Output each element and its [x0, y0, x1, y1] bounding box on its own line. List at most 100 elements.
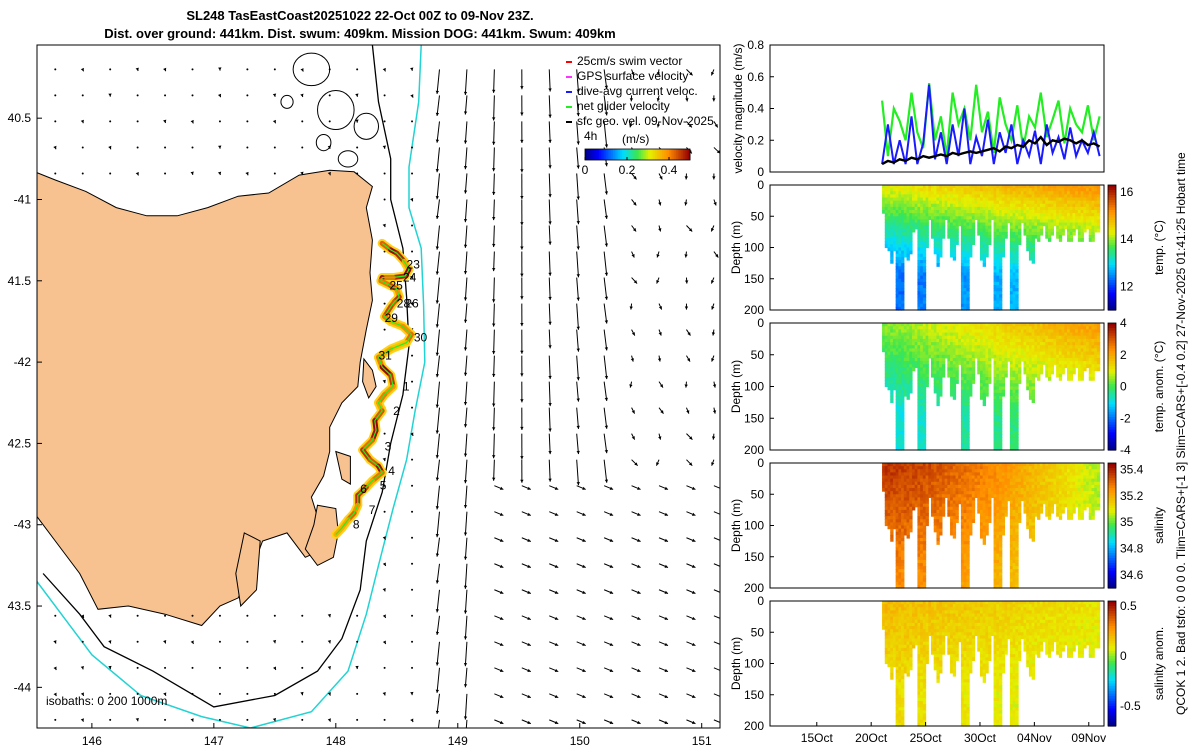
vector-dot	[356, 614, 359, 617]
vector-head	[658, 306, 662, 310]
vector-head	[327, 718, 331, 722]
heatmap-cell	[925, 383, 929, 388]
vector-head	[300, 93, 304, 98]
heatmap-cell	[1061, 370, 1065, 375]
vector-dot	[411, 562, 414, 565]
vector-head	[527, 564, 531, 568]
vector-head	[685, 98, 689, 102]
vector-dot	[81, 172, 84, 175]
vector-head	[499, 642, 504, 646]
heatmap-ytick-label: 200	[744, 303, 764, 317]
heatmap-cell	[1001, 392, 1006, 397]
vector-dot	[411, 666, 414, 669]
vector-head	[691, 564, 696, 568]
vector-head	[272, 93, 277, 97]
vector-dot	[356, 68, 359, 71]
vector-head	[582, 590, 586, 594]
vector-dot	[273, 692, 276, 695]
vector-head	[604, 320, 609, 324]
vector-dot	[164, 94, 167, 97]
vector-shaft	[464, 225, 468, 248]
vector-head	[684, 280, 689, 284]
vector-head	[688, 228, 693, 232]
vector-head	[664, 668, 669, 672]
vector-head	[687, 358, 691, 362]
vector-head	[463, 504, 468, 509]
heatmap-cell	[909, 250, 913, 255]
map-xtick-label: 151	[692, 734, 712, 748]
vector-head	[691, 642, 696, 646]
vector-shaft	[436, 459, 440, 481]
vector-head	[520, 139, 524, 143]
vector-head	[382, 536, 386, 540]
heatmap-cell	[939, 253, 943, 258]
heatmap-cell	[1050, 370, 1055, 375]
vector-head	[688, 124, 692, 128]
heatmap-cell	[1072, 370, 1076, 375]
vector-dot	[109, 120, 112, 123]
vector-head	[554, 720, 559, 724]
velocity-ytick-label: 0.4	[747, 102, 764, 116]
vector-shaft	[713, 693, 720, 697]
vector-head	[499, 720, 504, 724]
map-ytick-label: -41	[14, 192, 32, 206]
heatmap-cell	[1069, 238, 1074, 242]
heatmap-cell	[1080, 238, 1084, 242]
vector-shaft	[436, 121, 440, 143]
heatmap-cell	[925, 244, 929, 249]
glider-track	[331, 238, 416, 539]
vector-shaft	[464, 147, 468, 170]
vector-head	[691, 486, 696, 490]
vector-head	[80, 692, 84, 696]
track-day-label: 8	[353, 518, 360, 532]
vector-head	[520, 399, 524, 403]
vector-head	[576, 141, 580, 145]
vector-shaft	[464, 95, 468, 115]
vector-head	[463, 532, 468, 536]
heatmap-cell	[985, 392, 989, 397]
vector-head	[436, 736, 439, 739]
vector-head	[190, 718, 194, 722]
vector-head	[272, 119, 276, 124]
vector-dot	[164, 146, 167, 149]
vector-head	[80, 67, 84, 72]
heatmap-ytick-label: 0	[757, 316, 764, 330]
vector-shaft	[603, 69, 608, 89]
vector-dot	[81, 640, 84, 643]
track-day-label: 24	[403, 271, 417, 285]
vector-head	[658, 436, 662, 440]
vector-dot	[164, 666, 167, 669]
vector-head	[108, 145, 112, 150]
heatmap-colorbar-tick-label: 16	[1120, 185, 1134, 199]
vector-shaft	[436, 225, 440, 250]
vector-head	[463, 401, 468, 406]
vector-dot	[191, 692, 194, 695]
vector-shaft	[576, 381, 579, 402]
vector-head	[691, 694, 696, 698]
heatmap-cell	[952, 256, 957, 261]
vector-dot	[136, 120, 139, 123]
heatmap-cell	[1039, 231, 1044, 236]
vector-shaft	[576, 303, 579, 330]
vector-shaft	[576, 355, 579, 381]
vector-head	[689, 436, 693, 440]
track-day-label: 31	[379, 349, 393, 363]
vector-head	[492, 373, 496, 377]
vector-dot	[273, 68, 276, 71]
vector-shaft	[548, 277, 551, 300]
vector-head	[527, 590, 531, 594]
vector-dot	[411, 250, 414, 253]
island-3	[337, 150, 359, 168]
vector-dot	[383, 172, 386, 175]
vector-dot	[246, 120, 249, 123]
heatmap-cell	[988, 380, 992, 384]
vector-shaft	[464, 693, 468, 720]
vector-head	[499, 668, 504, 672]
vector-head	[664, 720, 669, 724]
vector-head	[548, 221, 552, 225]
